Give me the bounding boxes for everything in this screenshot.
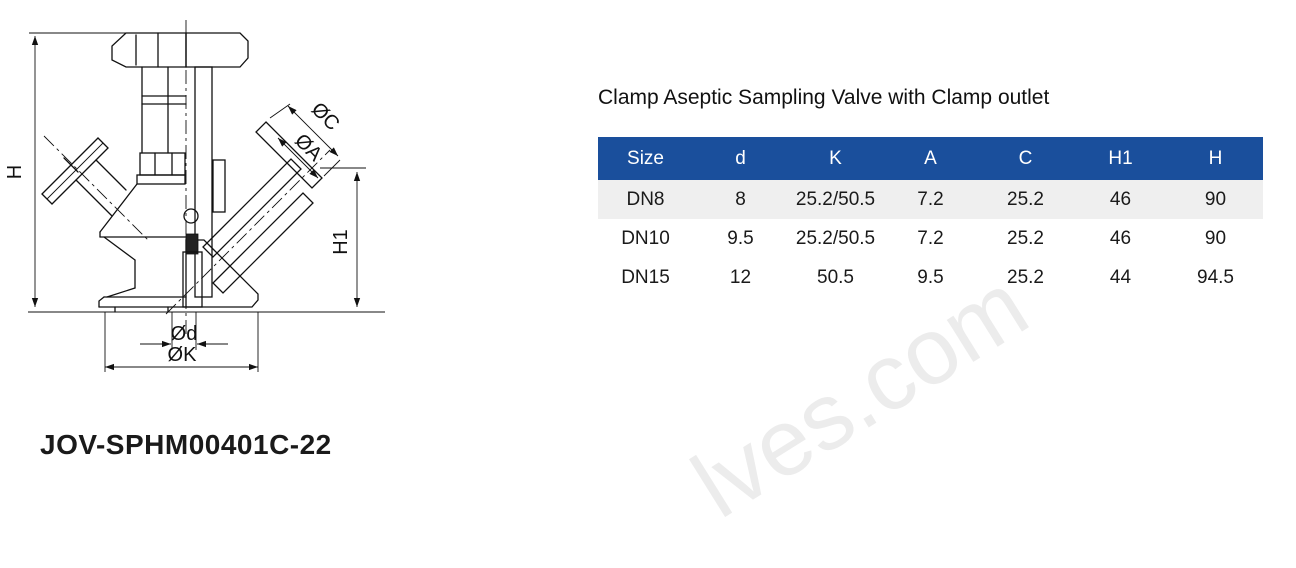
column-header: d xyxy=(735,147,746,169)
table-cell: 46 xyxy=(1109,227,1132,249)
valve-ball xyxy=(183,208,199,224)
column-header: K xyxy=(829,147,842,169)
table-cell: 25.2 xyxy=(1007,227,1044,249)
table-row: DN10 9.5 25.2/50.5 7.2 25.2 46 90 xyxy=(598,219,1263,258)
column-header: Size xyxy=(627,147,664,169)
table-cell: DN8 xyxy=(626,188,665,210)
seal-section xyxy=(182,233,203,308)
spec-table-header-row: Size d K A C H1 H xyxy=(598,137,1263,180)
table-cell: 50.5 xyxy=(817,266,854,288)
spec-table-head: Size d K A C H1 H xyxy=(598,137,1263,180)
table-cell: 7.2 xyxy=(917,188,944,210)
table-cell: 90 xyxy=(1204,188,1227,210)
handwheel xyxy=(111,32,249,68)
product-code: JOV-SPHM00401C-22 xyxy=(40,429,332,460)
table-cell: 25.2 xyxy=(1007,266,1044,288)
dim-H1: H1 xyxy=(320,167,366,307)
table-cell: 12 xyxy=(729,266,752,288)
column-header: A xyxy=(924,147,937,169)
table-cell: DN10 xyxy=(621,227,670,249)
table-cell: 90 xyxy=(1204,227,1227,249)
table-row: DN15 12 50.5 9.5 25.2 44 94.5 xyxy=(598,258,1263,297)
left-clamp-outlet xyxy=(41,135,151,243)
valve-stem xyxy=(136,66,226,298)
dim-H: H xyxy=(4,32,186,307)
valve-technical-drawing: H H1 ØC ØA Ød ØK xyxy=(4,20,385,372)
spec-title: Clamp Aseptic Sampling Valve with Clamp … xyxy=(598,86,1050,109)
table-cell: 44 xyxy=(1109,266,1132,288)
table-cell: 9.5 xyxy=(917,266,944,288)
valve-drawing-area: H H1 ØC ØA Ød ØK xyxy=(0,0,420,400)
dim-OK: ØK xyxy=(104,312,259,372)
table-cell: 8 xyxy=(735,188,746,210)
table-cell: 25.2/50.5 xyxy=(795,188,876,210)
spindle-section xyxy=(194,66,213,298)
valve-body xyxy=(99,183,259,308)
dim-label-od: Ød xyxy=(171,323,198,345)
spec-table-body: DN8 8 25.2/50.5 7.2 25.2 46 90 DN10 9.5 25.2/50.5… xyxy=(598,180,1263,297)
datasheet-page: { "page": { "background": "#ffffff" }, "… xyxy=(0,0,1263,538)
table-cell: 9.5 xyxy=(727,227,754,249)
dim-label-h: H xyxy=(4,165,26,179)
table-cell: 25.2 xyxy=(1007,188,1044,210)
column-header: H xyxy=(1208,147,1223,169)
bottom-clamp-ferrule xyxy=(98,296,187,313)
table-cell: 7.2 xyxy=(917,227,944,249)
spec-table: Size d K A C H1 H DN8 8 25.2/50.5 7.2 25.2 46 90 DN10… xyxy=(598,137,1263,297)
table-row: DN8 8 25.2/50.5 7.2 25.2 46 90 xyxy=(598,180,1263,219)
column-header: C xyxy=(1018,147,1033,169)
column-header: H1 xyxy=(1108,147,1133,169)
table-cell: 94.5 xyxy=(1197,266,1234,288)
table-cell: DN15 xyxy=(621,266,670,288)
table-cell: 46 xyxy=(1109,188,1132,210)
dim-label-oc: ØC xyxy=(307,98,344,135)
dim-label-ok: ØK xyxy=(168,344,198,366)
dim-label-oa: ØA xyxy=(290,130,326,166)
dim-Od: Ød xyxy=(140,312,228,350)
dim-label-h1: H1 xyxy=(330,229,352,255)
table-cell: 25.2/50.5 xyxy=(795,227,876,249)
